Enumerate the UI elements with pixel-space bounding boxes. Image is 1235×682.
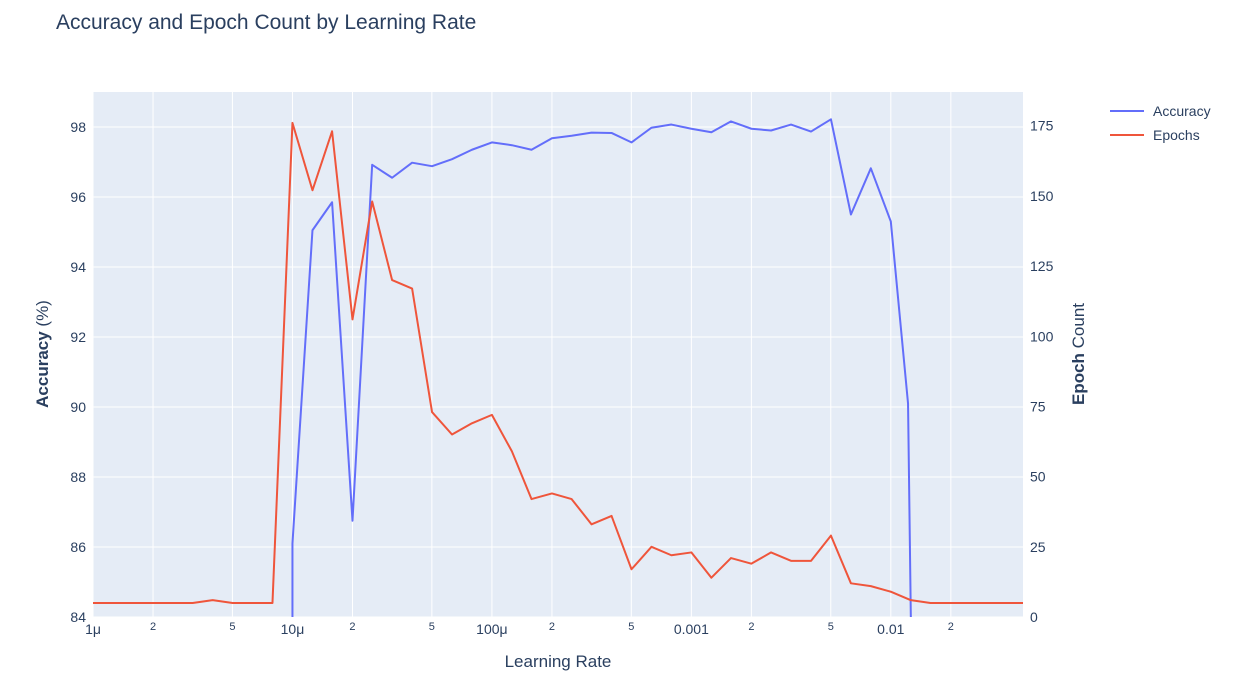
legend-label: Epochs: [1153, 127, 1200, 143]
y-left-axis-title-bold: Accuracy: [33, 331, 52, 408]
y-left-tick-label: 84: [70, 609, 86, 625]
x-minor-tick-label: 5: [628, 621, 634, 633]
y-left-tick-label: 98: [70, 119, 86, 135]
y-left-axis-title-rest: (%): [33, 300, 52, 331]
x-minor-tick-label: 2: [549, 621, 555, 633]
x-minor-tick-label: 2: [349, 621, 355, 633]
y-right-axis-title-bold: Epoch: [1069, 353, 1088, 405]
x-tick-label: 10μ: [281, 621, 305, 637]
y-left-tick-label: 90: [70, 399, 86, 415]
legend-item-epochs[interactable]: Epochs: [1110, 127, 1200, 143]
y-left-tick-label: 88: [70, 469, 86, 485]
y-right-axis-title-rest: Count: [1069, 303, 1088, 353]
x-minor-tick-label: 2: [948, 621, 954, 633]
x-axis-title: Learning Rate: [505, 652, 612, 671]
y-left-tick-label: 92: [70, 329, 86, 345]
x-minor-tick-label: 5: [828, 621, 834, 633]
y-right-axis-title: Epoch Count: [1069, 303, 1088, 405]
plot-background: [93, 92, 1023, 617]
y-left-tick-label: 96: [70, 189, 86, 205]
y-right-tick-label: 125: [1030, 258, 1054, 274]
x-tick-labels: 1μ 10μ 100μ 0.001 0.01 2 5 2 5 2 5 2 5 2: [85, 621, 954, 637]
x-tick-label: 100μ: [476, 621, 507, 637]
series-line-epochs: [93, 121, 1023, 604]
y-right-tick-label: 175: [1030, 118, 1054, 134]
y-left-tick-label: 94: [70, 259, 86, 275]
x-gridlines: [92, 92, 952, 617]
legend-label: Accuracy: [1153, 103, 1211, 119]
y-left-axis-title: Accuracy (%): [33, 300, 52, 408]
series-layer: [93, 118, 1023, 617]
y-right-tick-label: 25: [1030, 539, 1046, 555]
y-gridlines: [93, 126, 1023, 618]
series-line-accuracy: [291, 118, 912, 617]
y-right-tick-label: 0: [1030, 609, 1038, 625]
chart-title: Accuracy and Epoch Count by Learning Rat…: [56, 11, 476, 34]
y-right-tick-label: 150: [1030, 188, 1054, 204]
x-tick-label: 0.01: [877, 621, 904, 637]
x-minor-tick-label: 2: [748, 621, 754, 633]
x-tick-label: 0.001: [674, 621, 709, 637]
y-left-tick-labels: 84 86 88 90 92 94 96 98: [70, 119, 86, 625]
x-minor-tick-label: 5: [429, 621, 435, 633]
x-minor-tick-label: 5: [229, 621, 235, 633]
y-left-tick-label: 86: [70, 539, 86, 555]
y-right-tick-label: 75: [1030, 398, 1046, 414]
legend[interactable]: Accuracy Epochs: [1110, 103, 1211, 143]
y-right-tick-label: 100: [1030, 328, 1054, 344]
y-right-tick-labels: 0 25 50 75 100 125 150 175: [1030, 118, 1054, 625]
x-tick-label: 1μ: [85, 621, 101, 637]
y-right-tick-label: 50: [1030, 469, 1046, 485]
legend-item-accuracy[interactable]: Accuracy: [1110, 103, 1211, 119]
x-minor-tick-label: 2: [150, 621, 156, 633]
